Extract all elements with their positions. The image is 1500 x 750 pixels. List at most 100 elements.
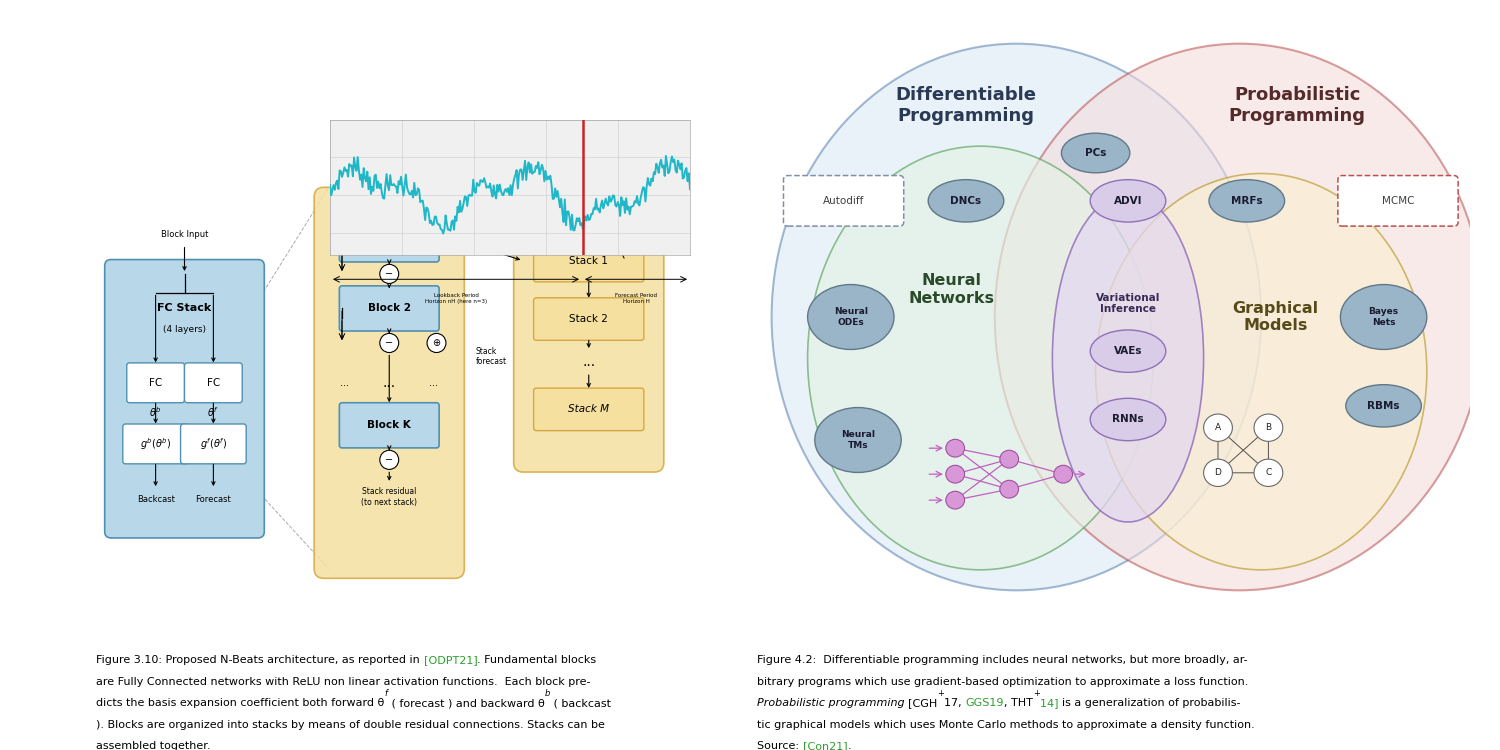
FancyBboxPatch shape (339, 286, 439, 331)
FancyBboxPatch shape (105, 260, 264, 538)
Text: b: b (544, 688, 549, 698)
Circle shape (380, 450, 399, 470)
Text: ( backcast: ( backcast (549, 698, 610, 708)
Text: +: + (1034, 688, 1040, 698)
Text: Figure 4.2:  Differentiable programming includes neural networks, but more broad: Figure 4.2: Differentiable programming i… (758, 656, 1248, 665)
Text: Block 1: Block 1 (368, 234, 411, 244)
Text: MRFs: MRFs (1232, 196, 1263, 206)
Ellipse shape (807, 284, 894, 350)
Text: Autodiff: Autodiff (824, 196, 864, 206)
Ellipse shape (815, 407, 902, 472)
FancyBboxPatch shape (1338, 176, 1458, 226)
FancyBboxPatch shape (184, 363, 243, 403)
FancyBboxPatch shape (513, 188, 664, 472)
Text: Forecast Period
Horizon H: Forecast Period Horizon H (615, 292, 657, 304)
Text: (4 layers): (4 layers) (164, 326, 206, 334)
Text: [Con21]: [Con21] (802, 741, 847, 750)
Circle shape (1054, 465, 1072, 483)
Text: Block K: Block K (368, 420, 411, 430)
Text: $g^b(\theta^b)$: $g^b(\theta^b)$ (140, 436, 171, 451)
Text: B: B (1266, 423, 1272, 432)
FancyBboxPatch shape (534, 298, 644, 340)
Text: GGS19: GGS19 (966, 698, 1004, 708)
Ellipse shape (1090, 398, 1166, 441)
FancyBboxPatch shape (339, 217, 439, 262)
Text: −: − (386, 338, 393, 348)
Text: is a generalization of probabilis-: is a generalization of probabilis- (1062, 698, 1240, 708)
Circle shape (380, 264, 399, 284)
FancyBboxPatch shape (314, 188, 465, 578)
Ellipse shape (1095, 173, 1426, 570)
Text: ...: ... (429, 378, 438, 388)
Ellipse shape (1090, 330, 1166, 372)
Text: dicts the basis expansion coefficient both forward θ: dicts the basis expansion coefficient bo… (96, 698, 384, 708)
Text: assembled together.: assembled together. (96, 741, 211, 750)
Text: Probabilistic programming: Probabilistic programming (758, 698, 909, 708)
Text: D: D (1215, 468, 1221, 477)
Circle shape (616, 203, 634, 222)
Text: +: + (938, 688, 945, 698)
Text: Forecast: Forecast (195, 495, 231, 504)
Text: Stack
forecast: Stack forecast (476, 346, 507, 366)
Text: [CGH: [CGH (909, 698, 938, 708)
Text: −: − (386, 269, 393, 279)
Text: FC: FC (207, 378, 220, 388)
Text: ( forecast ) and backward θ: ( forecast ) and backward θ (387, 698, 544, 708)
Circle shape (1000, 450, 1018, 468)
Ellipse shape (1346, 385, 1422, 427)
Text: Block Input: Block Input (160, 230, 209, 238)
Circle shape (946, 491, 964, 509)
Text: bitrary programs which use gradient-based optimization to approximate a loss fun: bitrary programs which use gradient-base… (758, 676, 1248, 687)
Text: RBMs: RBMs (1368, 400, 1400, 411)
Circle shape (946, 440, 964, 457)
Text: Global forecast
(model output): Global forecast (model output) (609, 172, 663, 185)
Text: MCMC: MCMC (1382, 196, 1414, 206)
Ellipse shape (1341, 284, 1426, 350)
Text: DNCs: DNCs (951, 196, 981, 206)
Text: Neural
Networks: Neural Networks (909, 274, 995, 306)
Text: RNNs: RNNs (1112, 415, 1144, 424)
Text: f: f (384, 688, 387, 698)
Text: $g^f(\theta^f)$: $g^f(\theta^f)$ (200, 436, 226, 451)
Text: $\theta^f$: $\theta^f$ (207, 405, 219, 419)
Text: Variational
Inference: Variational Inference (1096, 292, 1160, 314)
FancyBboxPatch shape (126, 363, 184, 403)
Text: Figure 3.10: Proposed N-Beats architecture, as reported in: Figure 3.10: Proposed N-Beats architectu… (96, 656, 423, 665)
Text: ⊕: ⊕ (432, 338, 441, 348)
Text: FC: FC (148, 378, 162, 388)
Text: Block 2: Block 2 (368, 304, 411, 313)
Text: Source:: Source: (758, 741, 802, 750)
Text: −: − (386, 454, 393, 465)
Text: A: A (1215, 423, 1221, 432)
Text: Stack 2: Stack 2 (570, 314, 608, 324)
Ellipse shape (1053, 194, 1203, 522)
FancyBboxPatch shape (783, 176, 903, 226)
Ellipse shape (807, 146, 1154, 570)
Text: Neural
ODEs: Neural ODEs (834, 308, 868, 327)
Text: [ODPT21]: [ODPT21] (423, 656, 477, 665)
Text: are Fully Connected networks with ReLU non linear activation functions.  Each bl: are Fully Connected networks with ReLU n… (96, 676, 591, 687)
Ellipse shape (771, 44, 1262, 590)
Text: ...: ... (382, 376, 396, 390)
Text: ⊕: ⊕ (621, 208, 630, 218)
Circle shape (1203, 459, 1233, 487)
FancyBboxPatch shape (123, 424, 189, 464)
Circle shape (380, 334, 399, 352)
Text: VAEs: VAEs (1113, 346, 1143, 356)
Text: Probabilistic
Programming: Probabilistic Programming (1228, 86, 1365, 124)
Circle shape (427, 334, 445, 352)
Ellipse shape (994, 44, 1485, 590)
Text: Stack 1: Stack 1 (570, 256, 608, 266)
FancyBboxPatch shape (339, 403, 439, 448)
Text: Graphical
Models: Graphical Models (1233, 301, 1318, 333)
Text: ). Blocks are organized into stacks by means of double residual connections. Sta: ). Blocks are organized into stacks by m… (96, 720, 604, 730)
Circle shape (1000, 480, 1018, 498)
Text: Backcast: Backcast (136, 495, 174, 504)
Text: Stack Input: Stack Input (366, 171, 413, 180)
Text: Bayes
Nets: Bayes Nets (1368, 308, 1398, 327)
Ellipse shape (1062, 134, 1130, 172)
Text: FC Stack: FC Stack (158, 304, 212, 313)
Ellipse shape (1209, 180, 1284, 222)
Text: ADVI: ADVI (1113, 196, 1143, 206)
Text: ...: ... (582, 355, 596, 368)
